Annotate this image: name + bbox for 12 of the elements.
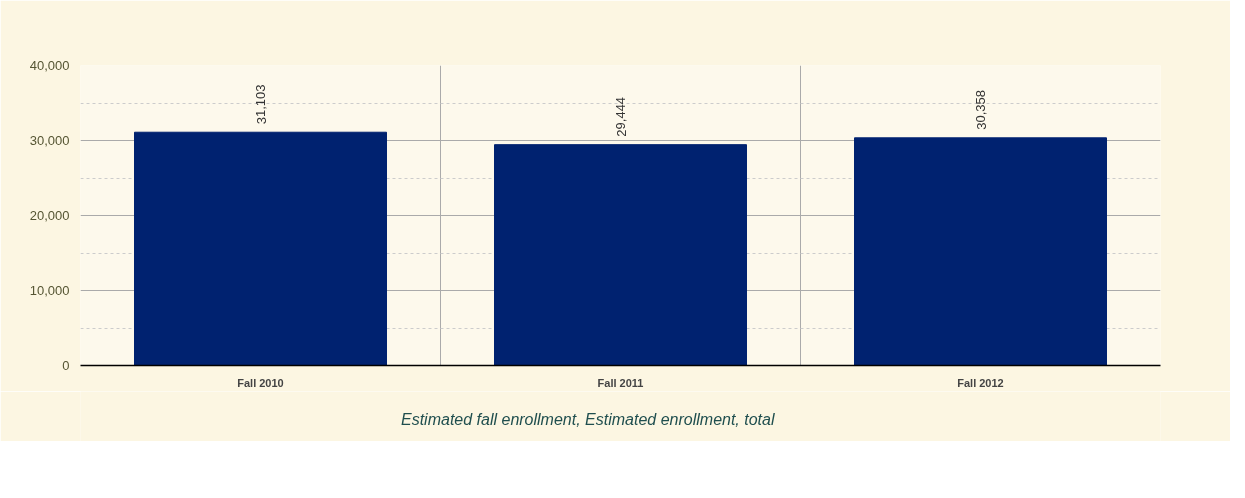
x-tick-label: Fall 2011 bbox=[597, 376, 644, 389]
y-tick-label: 10,000 bbox=[29, 283, 70, 298]
y-tick-label: 40,000 bbox=[29, 58, 70, 73]
y-tick-label: 20,000 bbox=[29, 208, 70, 223]
text: Estimated fall enrollment, Estimated enrollment, total bbox=[401, 411, 775, 429]
y-tick-label: 0 bbox=[62, 358, 70, 373]
x-tick-label: Fall 2012 bbox=[957, 376, 1004, 389]
text: 31,103 bbox=[253, 84, 269, 125]
x-tick-label: Fall 2010 bbox=[237, 376, 284, 389]
text: 30,358 bbox=[973, 90, 989, 130]
y-tick-label: 30,000 bbox=[29, 133, 70, 148]
text: 29,444 bbox=[613, 96, 629, 137]
